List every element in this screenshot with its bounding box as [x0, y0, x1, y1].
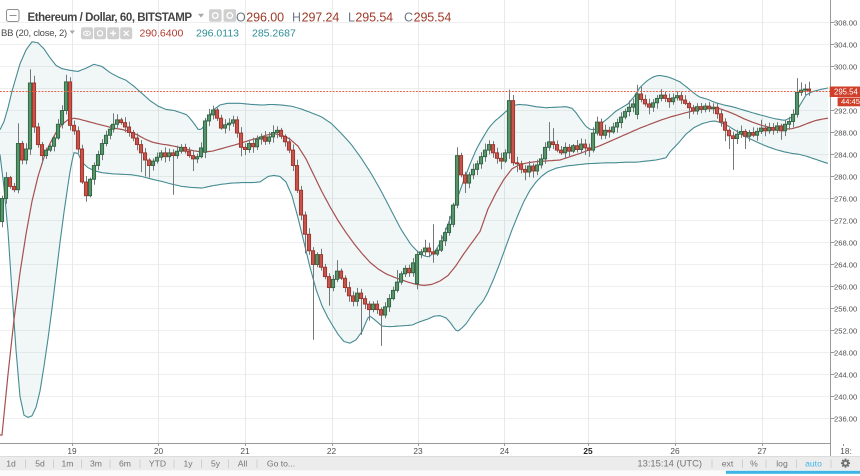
svg-text:272.00: 272.00 — [834, 216, 857, 225]
svg-text:H: H — [292, 11, 301, 25]
svg-text:18:: 18: — [840, 446, 852, 456]
svg-text:260.00: 260.00 — [834, 282, 857, 291]
svg-text:27: 27 — [757, 446, 767, 456]
svg-text:236.00: 236.00 — [834, 414, 857, 423]
svg-text:%: % — [750, 459, 758, 469]
svg-text:log: log — [776, 459, 788, 469]
svg-text:O: O — [236, 11, 246, 25]
svg-text:Ethereum / Dollar, 60, BITSTAM: Ethereum / Dollar, 60, BITSTAMP — [28, 12, 193, 24]
svg-text:25: 25 — [583, 446, 593, 456]
svg-text:23: 23 — [413, 446, 423, 456]
svg-text:19: 19 — [67, 446, 77, 456]
svg-text:5d: 5d — [35, 459, 45, 469]
svg-text:264.00: 264.00 — [834, 260, 857, 269]
svg-text:295.54: 295.54 — [414, 11, 452, 25]
svg-text:BB (20, close, 2): BB (20, close, 2) — [1, 28, 67, 39]
svg-text:240.00: 240.00 — [834, 392, 857, 401]
svg-text:295.54: 295.54 — [355, 11, 393, 25]
svg-text:295.54: 295.54 — [834, 87, 859, 96]
svg-text:13:15:14 (UTC): 13:15:14 (UTC) — [637, 458, 702, 469]
svg-text:auto: auto — [805, 459, 822, 469]
svg-text:L: L — [348, 11, 355, 25]
svg-text:300.00: 300.00 — [834, 62, 857, 71]
svg-text:44:45: 44:45 — [841, 97, 860, 106]
svg-text:297.24: 297.24 — [302, 11, 340, 25]
svg-text:ext: ext — [722, 459, 734, 469]
svg-text:1d: 1d — [6, 459, 16, 469]
svg-text:24: 24 — [500, 446, 510, 456]
svg-text:252.00: 252.00 — [834, 326, 857, 335]
svg-text:3m: 3m — [90, 459, 102, 469]
svg-text:290.6400: 290.6400 — [140, 27, 184, 39]
svg-text:26: 26 — [670, 446, 680, 456]
svg-text:308.00: 308.00 — [834, 18, 857, 27]
svg-text:304.00: 304.00 — [834, 40, 857, 49]
svg-text:268.00: 268.00 — [834, 238, 857, 247]
svg-text:5y: 5y — [211, 459, 221, 469]
svg-text:288.00: 288.00 — [834, 128, 857, 137]
svg-text:296.00: 296.00 — [246, 11, 284, 25]
svg-text:280.00: 280.00 — [834, 172, 857, 181]
svg-text:6m: 6m — [119, 459, 131, 469]
svg-text:1m: 1m — [62, 459, 74, 469]
svg-text:256.00: 256.00 — [834, 304, 857, 313]
svg-text:21: 21 — [240, 446, 250, 456]
svg-text:248.00: 248.00 — [834, 348, 857, 357]
svg-text:C: C — [404, 11, 413, 25]
svg-text:284.00: 284.00 — [834, 150, 857, 159]
svg-text:285.2687: 285.2687 — [252, 27, 296, 39]
svg-text:YTD: YTD — [149, 459, 166, 469]
svg-text:20: 20 — [154, 446, 164, 456]
svg-text:292.00: 292.00 — [834, 106, 857, 115]
svg-text:Go to...: Go to... — [267, 459, 295, 469]
svg-text:296.0113: 296.0113 — [196, 27, 239, 39]
svg-text:1y: 1y — [183, 459, 193, 469]
svg-text:All: All — [238, 459, 248, 469]
svg-text:244.00: 244.00 — [834, 370, 857, 379]
svg-text:276.00: 276.00 — [834, 194, 857, 203]
svg-text:22: 22 — [327, 446, 337, 456]
